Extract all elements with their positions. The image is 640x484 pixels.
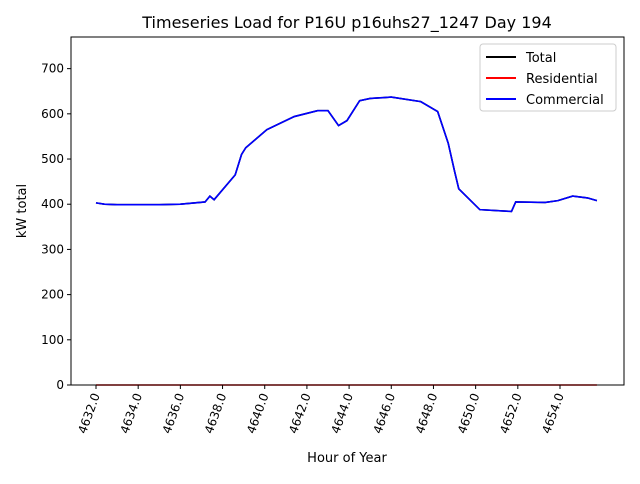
x-tick-label: 4632.0 <box>75 391 103 435</box>
y-tick-label: 200 <box>41 288 64 302</box>
x-tick-label: 4638.0 <box>202 391 230 435</box>
y-tick-label: 600 <box>41 107 64 121</box>
x-tick-label: 4648.0 <box>413 391 441 435</box>
y-tick-label: 0 <box>56 378 64 392</box>
legend-label: Residential <box>526 72 598 87</box>
y-tick-label: 300 <box>41 242 64 256</box>
x-tick-label: 4654.0 <box>539 391 567 435</box>
legend-box <box>479 43 617 112</box>
x-tick-label: 4636.0 <box>160 391 188 435</box>
legend: Total Residential Commercial <box>479 43 617 112</box>
x-tick-label: 4640.0 <box>244 391 272 435</box>
y-tick-label: 700 <box>41 62 64 76</box>
x-tick-label: 4652.0 <box>497 391 525 435</box>
legend-label: Commercial <box>526 93 604 108</box>
y-tick-label: 100 <box>41 333 64 347</box>
y-axis-label: kW total <box>15 184 30 238</box>
series-line-total <box>95 96 598 213</box>
chart-title: Timeseries Load for P16U p16uhs27_1247 D… <box>141 13 552 33</box>
x-tick-label: 4634.0 <box>117 391 145 435</box>
x-tick-label: 4642.0 <box>286 391 314 435</box>
legend-label: Total <box>525 51 556 66</box>
x-axis-label: Hour of Year <box>307 451 387 466</box>
x-tick-label: 4646.0 <box>371 391 399 435</box>
x-tick-label: 4644.0 <box>328 391 356 435</box>
plot-frame <box>70 36 625 386</box>
y-tick-label: 500 <box>41 152 64 166</box>
y-tick-label: 400 <box>41 197 64 211</box>
series-line-commercial <box>95 96 598 213</box>
x-tick-label: 4650.0 <box>455 391 483 435</box>
